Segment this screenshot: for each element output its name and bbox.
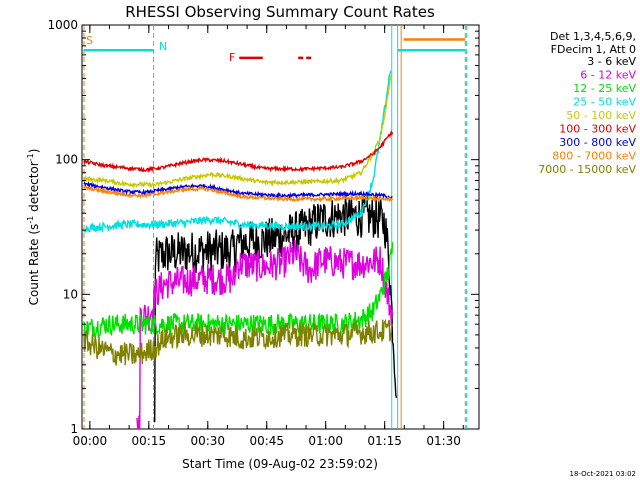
plot-frame [81, 24, 480, 430]
x-tick-label-5: 01:15 [367, 434, 402, 448]
series-line-6 [83, 180, 393, 200]
flag-label-s: S [86, 34, 93, 47]
legend-entry-2: 12 - 25 keV [573, 82, 636, 95]
legend-header-line-1: Det 1,3,4,5,6,9, [550, 30, 636, 43]
series-line-4 [83, 75, 392, 189]
x-tick-label-2: 00:30 [190, 434, 225, 448]
legend-header-line-2: FDecim 1, Att 0 [551, 43, 636, 56]
legend-entry-6: 300 - 800 keV [559, 136, 636, 149]
series-layer [83, 70, 398, 430]
legend-entry-4: 50 - 100 keV [566, 109, 636, 122]
legend-entry-0: 3 - 6 keV [587, 55, 636, 68]
footer-timestamp: 18-Oct-2021 03:02 [570, 470, 636, 478]
y-tick-label-0: 1 [70, 422, 78, 436]
flags-layer [83, 25, 467, 429]
ticks-layer: 1 10 100 1000 00:00 00:15 00:30 00:45 01:00 01:15… [47, 18, 479, 448]
series-line-1 [136, 239, 394, 430]
series-line-5 [83, 129, 394, 174]
y-axis-label: Count Rate (s-1 detector-1) [26, 149, 41, 306]
x-tick-label-4: 01:00 [308, 434, 343, 448]
chart-title: RHESSI Observing Summary Count Rates [125, 3, 435, 21]
flag-label-f: F [229, 51, 235, 64]
y-tick-label-2: 100 [55, 153, 78, 167]
legend-entry-5: 100 - 300 keV [559, 123, 636, 136]
legend-entry-7: 800 - 7000 keV [552, 150, 636, 163]
series-line-0 [154, 195, 398, 423]
legend-entry-1: 6 - 12 keV [580, 69, 636, 82]
series-line-7 [83, 185, 394, 203]
legend-entry-3: 25 - 50 keV [573, 96, 636, 109]
flag-label-n: N [159, 40, 167, 53]
series-line-3 [83, 70, 392, 234]
legend-entry-8: 7000 - 15000 keV [538, 163, 636, 176]
x-tick-label-6: 01:30 [426, 434, 461, 448]
x-tick-label-1: 00:15 [132, 434, 167, 448]
y-tick-label-1: 10 [63, 287, 78, 301]
series-line-2 [83, 242, 394, 340]
x-axis-label: Start Time (09-Aug-02 23:59:02) [182, 457, 378, 471]
x-tick-label-0: 00:00 [73, 434, 108, 448]
y-tick-label-3: 1000 [47, 18, 78, 32]
series-line-8 [83, 318, 394, 366]
x-tick-label-3: 00:45 [249, 434, 284, 448]
